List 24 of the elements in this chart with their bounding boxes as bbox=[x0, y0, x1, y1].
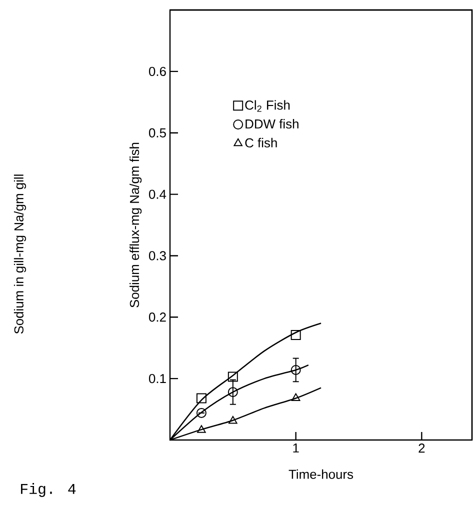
point bbox=[197, 425, 206, 433]
point bbox=[290, 364, 301, 375]
y-tick-label: 0.2 bbox=[148, 312, 166, 322]
y-tick-label: 0.4 bbox=[148, 190, 166, 199]
caption: Fig. 4 bbox=[21, 483, 76, 497]
y-tick-label: 0.5 bbox=[148, 128, 166, 138]
point bbox=[228, 387, 238, 398]
point bbox=[291, 393, 300, 401]
y-tick-label: 0.1 bbox=[148, 374, 166, 384]
x-axis-title: Time-hours bbox=[288, 469, 354, 479]
y-tick-label: 0.3 bbox=[148, 251, 166, 260]
legend-label: Cl$_{2}$ Fish bbox=[245, 100, 290, 112]
point bbox=[196, 408, 206, 418]
point bbox=[196, 393, 206, 404]
x-tick-label: 1 bbox=[293, 444, 299, 452]
legend-label: DDW fish bbox=[246, 119, 298, 129]
y-tick-label: 0.6 bbox=[148, 66, 166, 76]
x-tick-label: 2 bbox=[418, 444, 425, 453]
point bbox=[228, 372, 238, 382]
legend-label: C fish bbox=[245, 138, 277, 148]
point bbox=[228, 416, 238, 424]
point bbox=[290, 330, 301, 340]
text: Sodium in gill-mg Na/gm gill bbox=[14, 174, 26, 334]
y-axis-title: Sodium efflux-mg Na/gm fish bbox=[130, 142, 142, 308]
